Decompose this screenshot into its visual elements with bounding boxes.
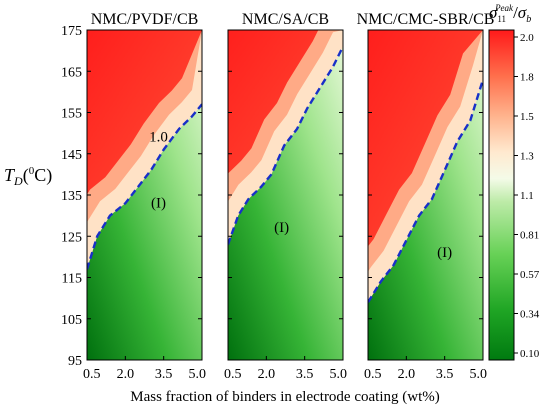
y-tick-label: 175 xyxy=(61,24,82,39)
x-tick-label: 0.5 xyxy=(224,367,242,382)
colorbar-fill xyxy=(488,29,515,361)
colorbar-tick-label: 1.3 xyxy=(520,151,534,163)
colorbar-title: σ11Peak/σb xyxy=(489,3,531,25)
x-tick-label: 3.5 xyxy=(155,367,173,382)
colorbar-tick-label: 1.8 xyxy=(520,72,534,84)
colorbar-tick-label: 0.34 xyxy=(520,309,540,321)
x-tick-label: 3.5 xyxy=(296,367,314,382)
contour-label: 1.0 xyxy=(149,129,168,145)
colorbar-tick-label: 2.0 xyxy=(520,32,534,44)
panel-title: NMC/PVDF/CB xyxy=(91,11,199,28)
region-label: (I) xyxy=(437,245,452,261)
contour-1-0-line xyxy=(87,103,202,270)
colorbar: 2.0 1.8 1.5 1.3 1.1 0.81 0.57 0.34 0.10 xyxy=(488,29,540,361)
x-tick-label: 5.0 xyxy=(330,367,348,382)
y-axis: 95 105 115 125 135 145 155 165 175 xyxy=(61,24,82,369)
colorbar-tick-label: 0.57 xyxy=(520,269,540,281)
region-label: (I) xyxy=(274,220,289,236)
x-tick-label: 2.0 xyxy=(258,367,276,382)
red-zone xyxy=(87,30,202,195)
y-tick-label: 165 xyxy=(61,65,82,80)
y-tick-label: 115 xyxy=(62,272,82,287)
x-tick-label: 5.0 xyxy=(189,367,207,382)
contour-1-0-line xyxy=(228,45,343,245)
panel-title: NMC/SA/CB xyxy=(242,11,329,28)
panel-3: NMC/CMC-SBR/CB 0.5 2.0 3.5 5.0 (I) xyxy=(357,11,495,382)
red-zone xyxy=(368,30,483,247)
y-tick-label: 105 xyxy=(61,313,82,328)
panel-2: NMC/SA/CB 0.5 2.0 3.5 5.0 (I) xyxy=(224,11,348,382)
x-axis-label: Mass fraction of binders in electrode co… xyxy=(130,389,439,405)
y-tick-label: 145 xyxy=(61,148,82,163)
y-tick-label: 125 xyxy=(61,230,82,245)
region-label: (I) xyxy=(151,195,166,211)
panel-1: NMC/PVDF/CB 0.5 2.0 3.5 5.0 1.0 (I) xyxy=(83,11,207,382)
x-tick-label: 2.0 xyxy=(398,367,416,382)
contour-1-0-line xyxy=(368,79,483,303)
x-tick-label: 5.0 xyxy=(470,367,488,382)
colorbar-tick-label: 0.81 xyxy=(520,230,539,242)
colorbar-tick-label: 1.1 xyxy=(520,190,534,202)
red-zone xyxy=(228,30,343,174)
x-tick-label: 3.5 xyxy=(436,367,454,382)
x-tick-label: 0.5 xyxy=(364,367,382,382)
y-tick-label: 95 xyxy=(68,354,82,369)
y-axis-label: TD(0C) xyxy=(4,165,52,188)
x-tick-label: 2.0 xyxy=(117,367,135,382)
y-tick-label: 155 xyxy=(61,107,82,122)
colorbar-tick-label: 1.5 xyxy=(520,111,534,123)
panel-title: NMC/CMC-SBR/CB xyxy=(357,11,495,28)
y-tick-label: 135 xyxy=(61,189,82,204)
colorbar-tick-label: 0.10 xyxy=(520,348,540,360)
x-tick-label: 0.5 xyxy=(83,367,101,382)
